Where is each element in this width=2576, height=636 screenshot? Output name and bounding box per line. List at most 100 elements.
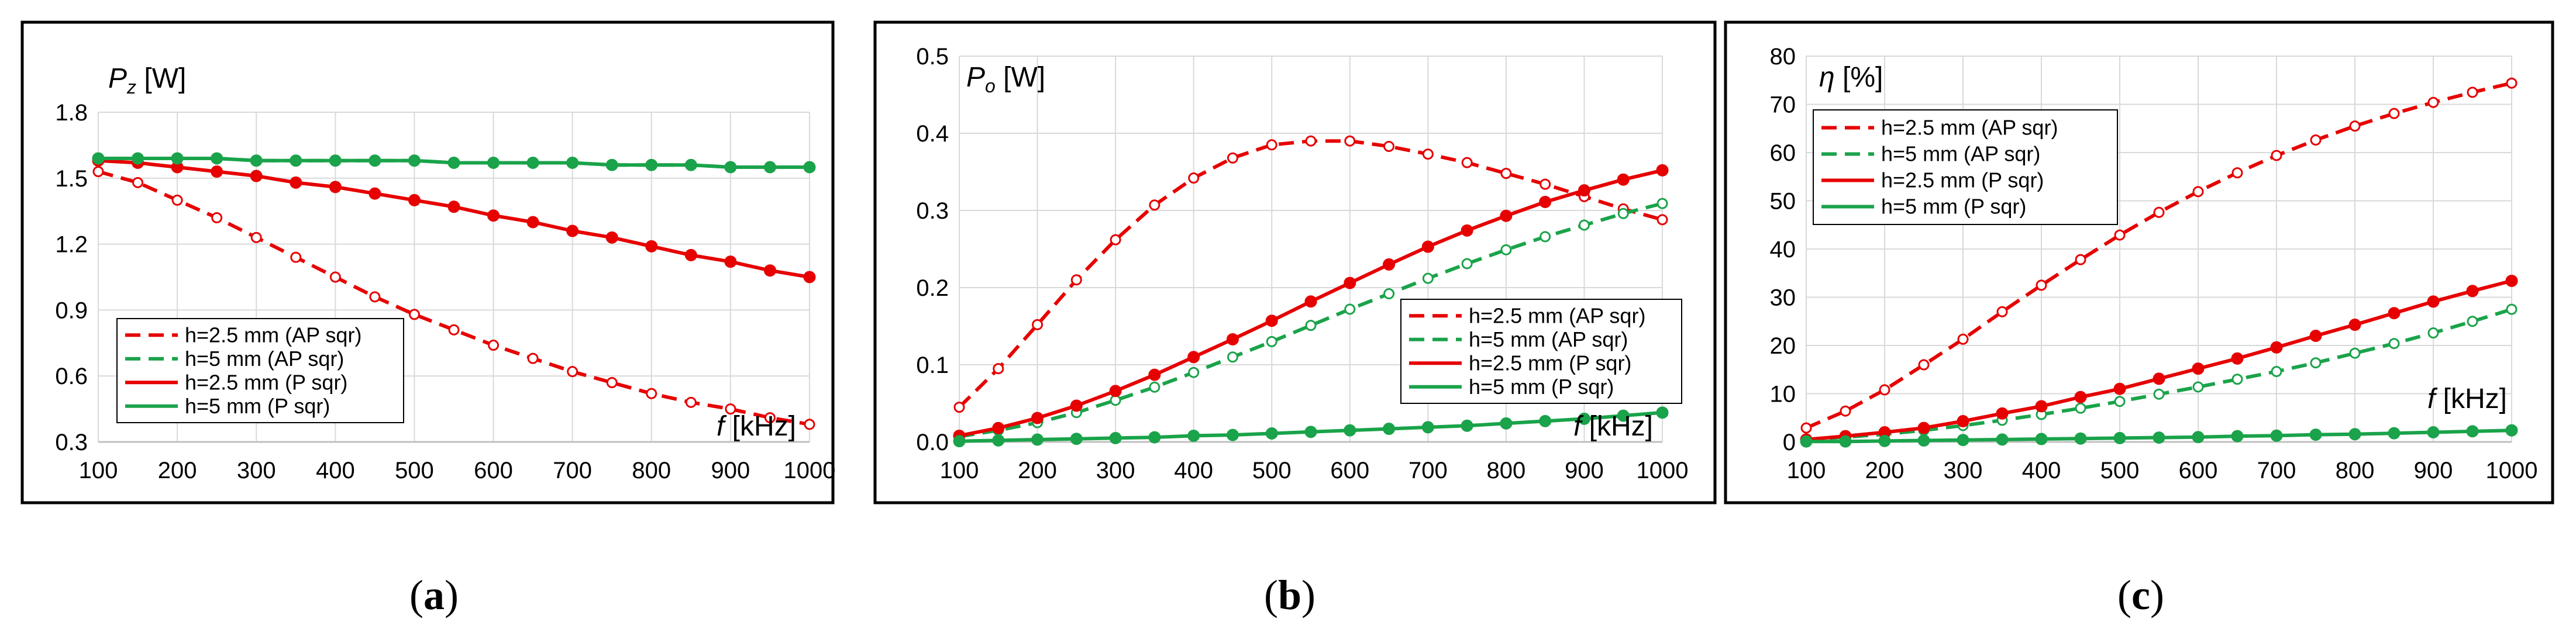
legend-label: h=2.5 mm (AP sqr) <box>1881 116 2058 140</box>
x-tick-label: 300 <box>1096 458 1135 483</box>
x-tick-label: 200 <box>1018 458 1057 483</box>
data-point <box>2505 274 2518 287</box>
data-point <box>2506 303 2518 315</box>
data-point <box>408 193 421 206</box>
data-point <box>1149 381 1160 393</box>
data-point <box>953 435 966 448</box>
data-point <box>1227 152 1238 164</box>
y-tick-label: 70 <box>1770 92 1796 118</box>
panel-caption: (b) <box>1264 572 1315 618</box>
x-tick-label: 900 <box>1565 458 1604 483</box>
data-point <box>2035 433 2048 445</box>
data-point <box>2466 425 2479 438</box>
data-point <box>290 176 302 189</box>
data-point <box>1656 406 1669 419</box>
data-point <box>1996 306 2008 317</box>
data-point <box>1421 421 1434 434</box>
legend-label: h=2.5 mm (AP sqr) <box>185 323 361 347</box>
data-point <box>2270 341 2283 354</box>
legend-label: h=2.5 mm (AP sqr) <box>1469 303 1645 327</box>
y-axis-label: Po [W] <box>966 62 1045 96</box>
data-point <box>2271 150 2282 161</box>
data-point <box>2231 374 2243 385</box>
x-tick-label: 300 <box>1944 458 1983 483</box>
data-point <box>2075 402 2086 414</box>
x-tick-label: 600 <box>474 458 513 483</box>
data-point <box>993 363 1004 375</box>
data-point <box>2505 424 2518 437</box>
data-point <box>2427 96 2439 108</box>
data-point <box>2192 381 2204 393</box>
x-tick-label: 600 <box>1330 458 1369 483</box>
data-point <box>1344 135 1356 147</box>
y-tick-label: 0.3 <box>55 430 88 455</box>
data-point <box>1226 333 1239 345</box>
data-point <box>1383 258 1396 271</box>
data-point <box>2231 167 2243 179</box>
data-point <box>2427 295 2440 308</box>
data-point <box>1539 414 1552 427</box>
data-point <box>2153 372 2165 385</box>
data-point <box>2349 120 2361 132</box>
legend-label: h=5 mm (P sqr) <box>1881 195 2026 219</box>
data-point <box>1422 272 1434 284</box>
data-point <box>171 152 184 165</box>
data-point <box>369 187 381 200</box>
data-point <box>408 309 420 320</box>
data-point <box>2466 285 2479 298</box>
data-point <box>447 156 460 169</box>
x-tick-label: 400 <box>316 458 355 483</box>
data-point <box>2467 87 2478 98</box>
data-point <box>2348 428 2361 441</box>
data-point <box>2427 327 2439 339</box>
data-point <box>724 161 737 174</box>
data-point <box>1800 435 1813 448</box>
data-point <box>2310 134 2322 146</box>
x-axis-label: f [kHz] <box>717 411 796 442</box>
data-point <box>1957 333 1969 345</box>
data-point <box>488 340 500 351</box>
data-point <box>132 177 144 188</box>
y-tick-label: 1.5 <box>55 166 88 192</box>
data-point <box>1188 367 1200 378</box>
data-point <box>685 396 697 408</box>
data-point <box>1879 384 1890 396</box>
data-point <box>605 158 618 171</box>
data-point <box>1109 431 1122 444</box>
data-point <box>92 166 104 178</box>
data-point <box>369 291 381 303</box>
data-point <box>2467 316 2478 327</box>
legend-label: h=2.5 mm (P sqr) <box>1469 351 1631 375</box>
data-point <box>1265 427 1278 440</box>
data-point <box>646 388 657 399</box>
data-point <box>803 161 816 174</box>
data-point <box>211 165 223 178</box>
data-point <box>526 156 539 169</box>
y-axis-label: η [%] <box>1819 62 1883 93</box>
data-point <box>1149 199 1160 211</box>
data-point <box>566 224 579 237</box>
x-axis-label: f [kHz] <box>2427 383 2507 414</box>
legend-label: h=5 mm (P sqr) <box>1469 375 1614 399</box>
data-point <box>2074 432 2087 445</box>
chart-panel-b: 0.0 0.1 0.2 0.3 0.4 0.5 100 200 300 400 500 600 700 8… <box>873 20 1717 618</box>
data-point <box>2388 307 2401 320</box>
y-tick-label: 80 <box>1770 44 1796 70</box>
data-point <box>1657 214 1668 226</box>
data-point <box>1539 195 1552 208</box>
data-point <box>2270 429 2283 442</box>
data-point <box>1305 135 1317 147</box>
x-tick-label: 600 <box>2179 458 2218 483</box>
data-point <box>2388 427 2401 440</box>
data-point <box>684 158 697 171</box>
data-point <box>1878 434 1891 447</box>
data-point <box>2192 431 2205 444</box>
data-point <box>447 201 460 213</box>
x-tick-label: 1000 <box>784 458 836 483</box>
data-point <box>724 255 737 268</box>
data-point <box>606 376 618 388</box>
x-axis-label: f [kHz] <box>1573 411 1653 442</box>
data-point <box>526 216 539 229</box>
panel-frame <box>20 20 835 504</box>
data-point <box>1031 433 1044 446</box>
